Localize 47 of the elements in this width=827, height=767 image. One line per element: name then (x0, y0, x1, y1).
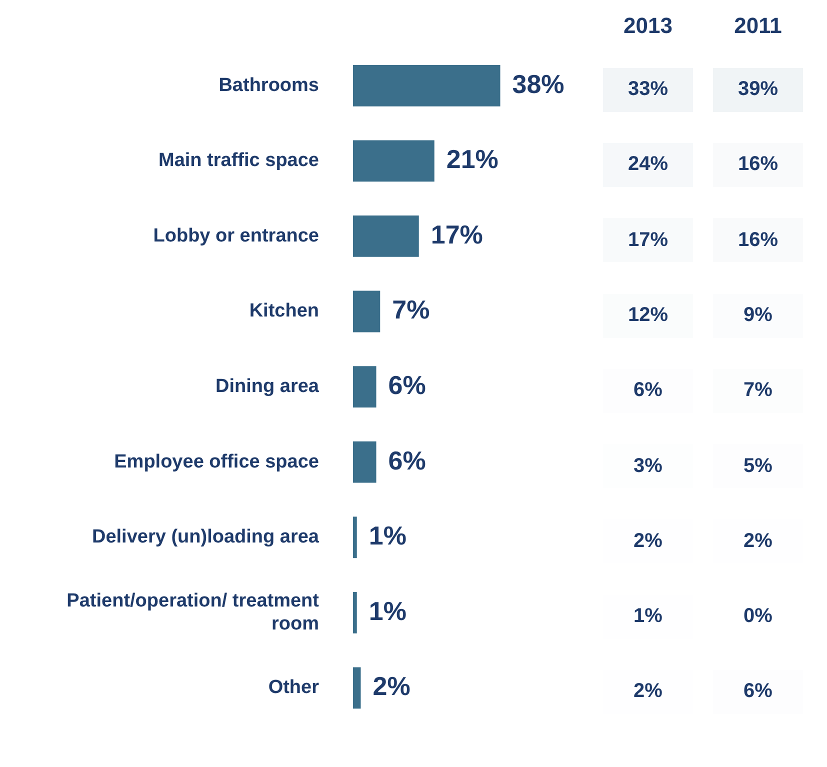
data-label: 7% (713, 368, 803, 413)
bar (353, 216, 419, 257)
bar (353, 441, 376, 483)
data-label: 3% (603, 444, 693, 488)
data-label: 39% (713, 68, 803, 112)
y-tick-label: Kitchen (249, 300, 319, 322)
bar (353, 366, 376, 408)
data-label: 17% (603, 218, 693, 262)
data-label: 2% (603, 670, 693, 714)
y-tick-label: Main traffic space (158, 150, 319, 172)
y-tick-label: Bathrooms (218, 74, 319, 96)
bar (353, 64, 500, 106)
x-tick-label: 2013 (622, 13, 674, 39)
data-label: 16% (713, 218, 803, 262)
data-label: 5% (713, 444, 803, 488)
data-label: 6% (603, 368, 693, 413)
data-label: 38% (512, 68, 564, 99)
data-label: 1% (603, 594, 693, 639)
data-label: 2% (713, 519, 803, 564)
data-label: 6% (388, 370, 426, 400)
data-label: 1% (368, 596, 406, 626)
data-label: 17% (430, 219, 483, 250)
data-label: 24% (603, 142, 693, 187)
bar (353, 290, 380, 332)
data-label: 7% (392, 294, 430, 325)
data-label: 0% (742, 604, 774, 630)
bar (353, 516, 357, 558)
data-label: 21% (446, 144, 498, 174)
y-tick-label: Lobby or entrance (153, 225, 319, 246)
x-tick-label: 2011 (733, 13, 783, 39)
bar (353, 592, 357, 634)
y-tick-label: Delivery (un)loading area (92, 526, 320, 548)
y-tick-label: Other (268, 677, 320, 698)
data-label: 6% (388, 445, 426, 476)
bar (353, 667, 361, 709)
y-tick-label: Patient/operation/ treatment room (66, 590, 320, 634)
data-label: 9% (713, 294, 803, 338)
data-label: 2% (372, 671, 410, 702)
data-label: 1% (368, 520, 406, 551)
y-tick-label: Employee office space (114, 451, 319, 472)
data-label: 16% (713, 142, 803, 187)
bar (353, 140, 434, 182)
data-label: 12% (603, 294, 693, 338)
data-label: 2% (603, 519, 693, 564)
y-tick-label: Dining area (216, 376, 320, 398)
data-label: 6% (713, 670, 803, 714)
data-label: 33% (603, 68, 693, 112)
